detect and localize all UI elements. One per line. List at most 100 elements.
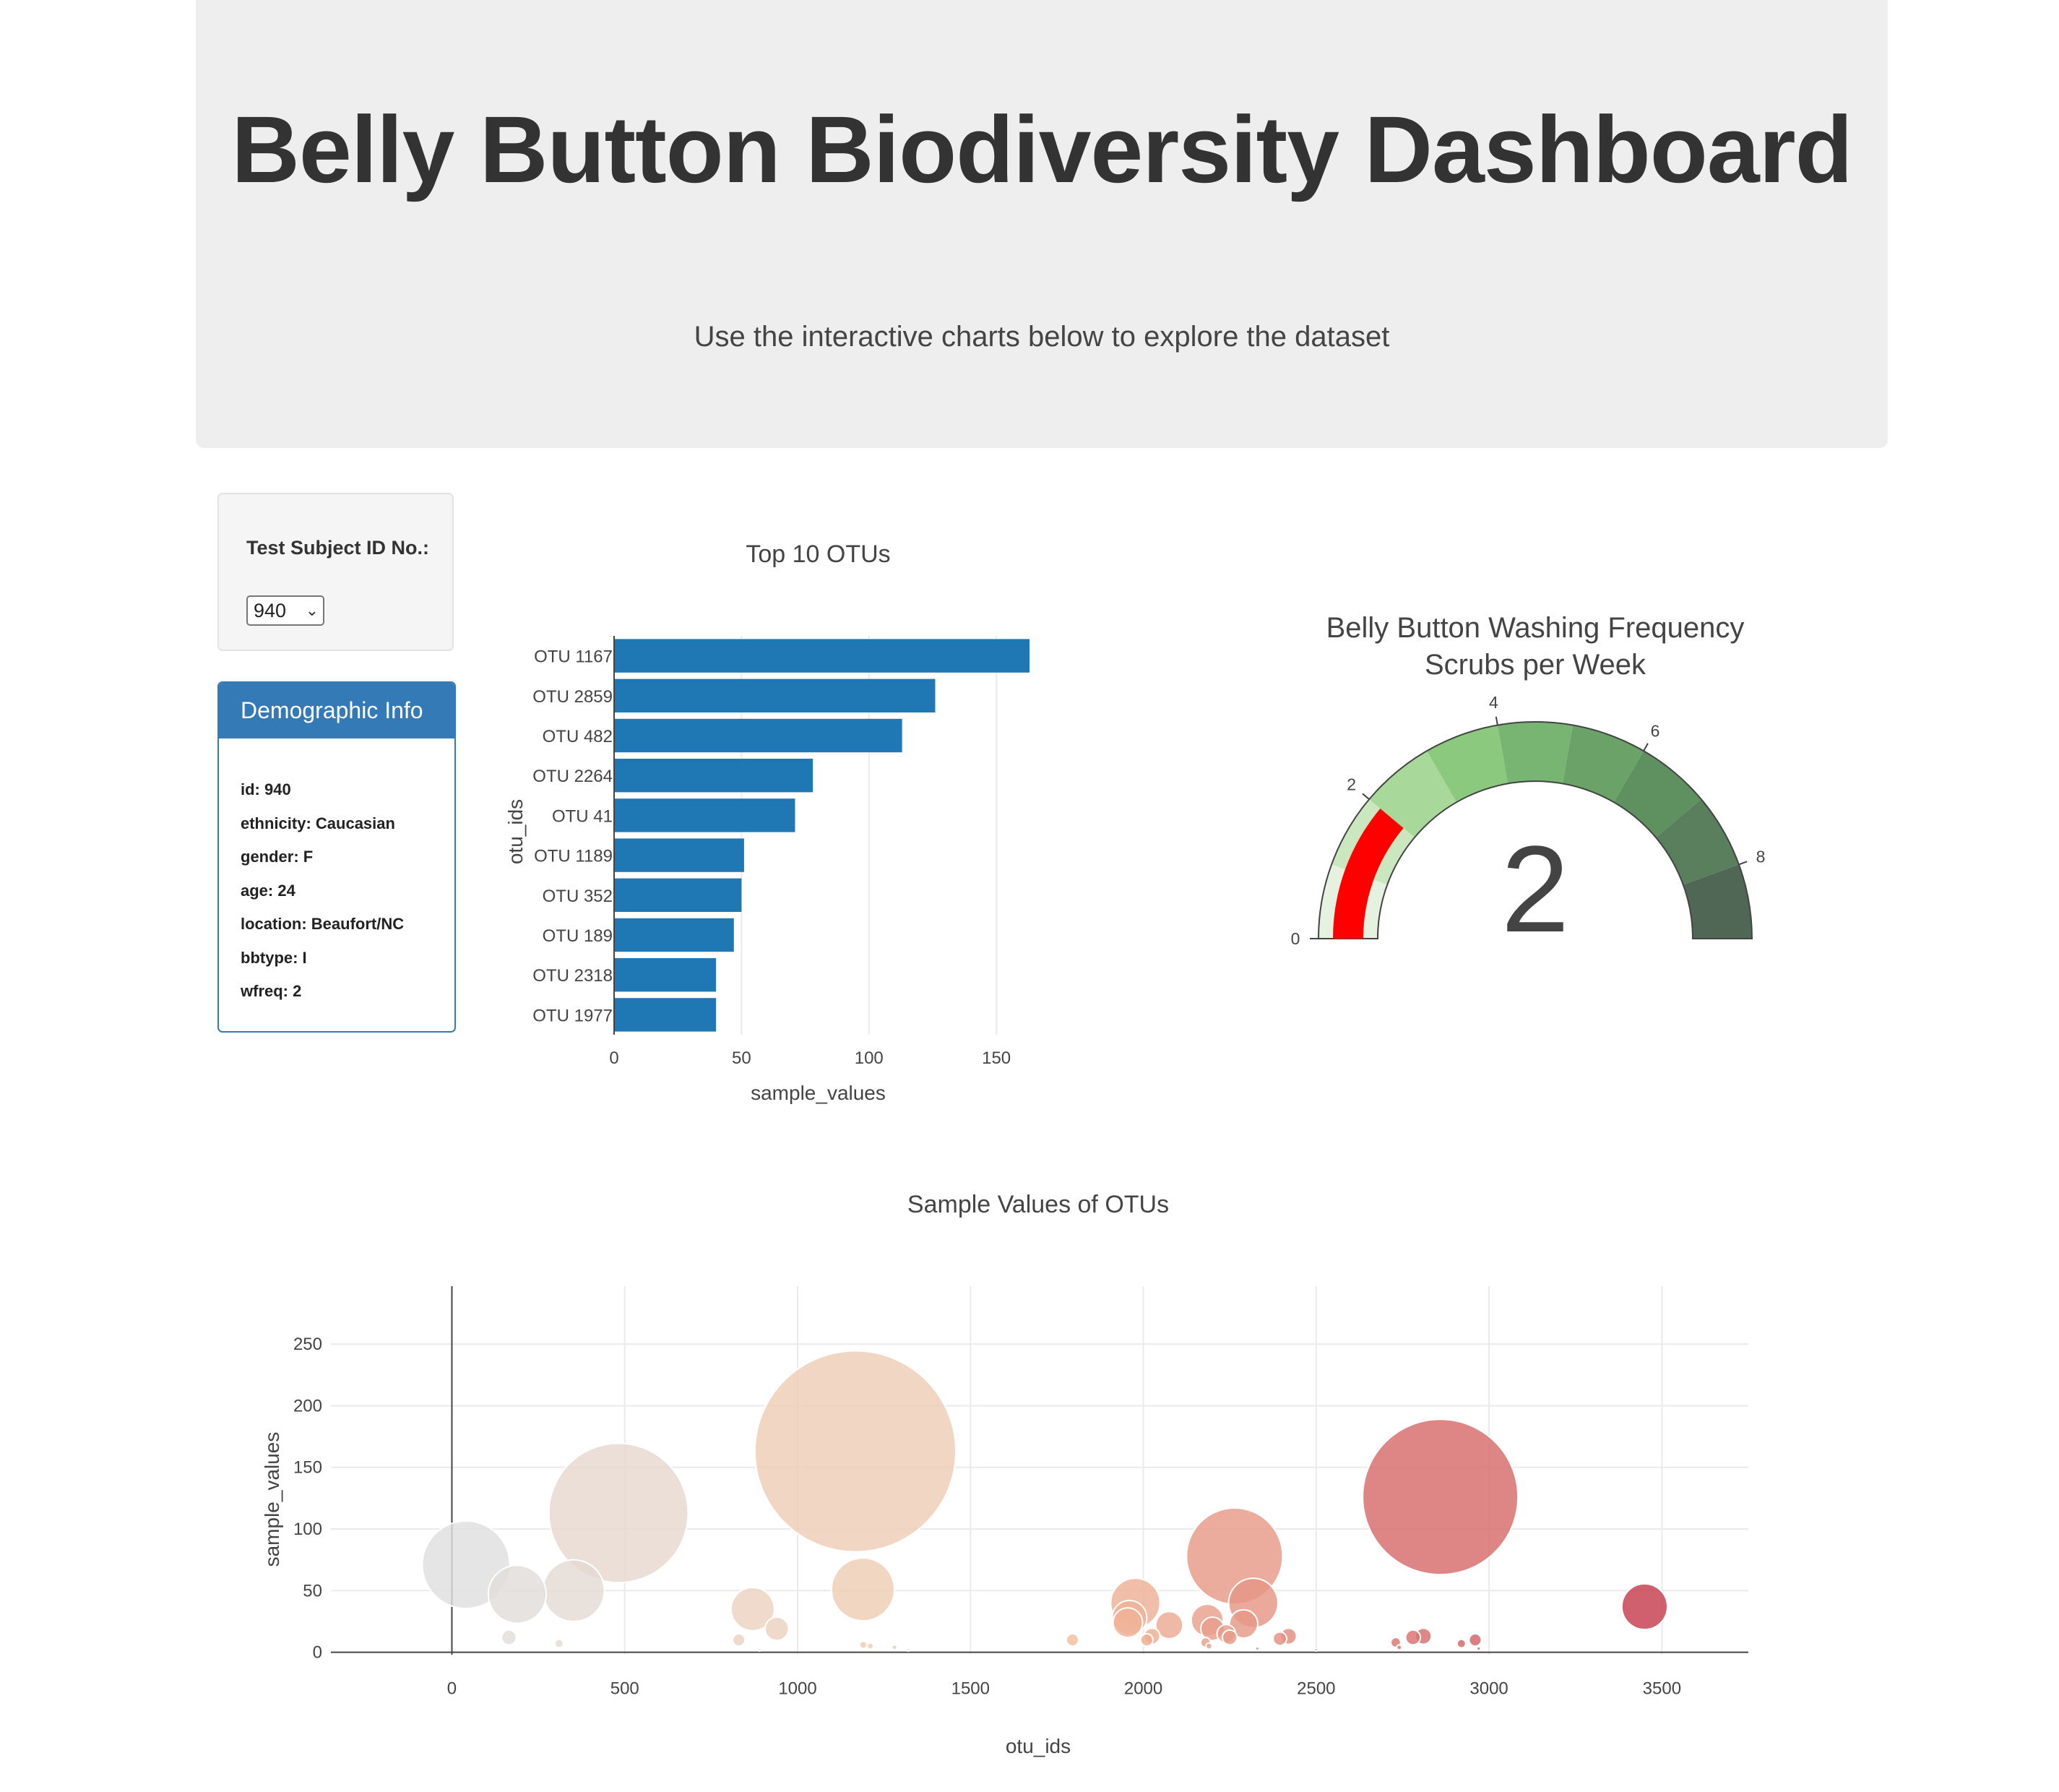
bubble-point[interactable] [1362, 1418, 1519, 1576]
gauge-step [1683, 864, 1752, 939]
bubble-point[interactable] [906, 1647, 911, 1653]
bubble-point[interactable] [1065, 1633, 1079, 1647]
bubble-x-tick-label: 2000 [1124, 1679, 1162, 1699]
gauge-step [1497, 722, 1574, 784]
gauge-tick [1643, 743, 1649, 751]
gauge-tick-label: 8 [1756, 847, 1766, 866]
bar-y-tick-label: OTU 2264 [532, 767, 613, 786]
bubble-point[interactable] [764, 1616, 790, 1642]
gauge-tick [1738, 861, 1748, 866]
bubble-point[interactable] [730, 1587, 775, 1632]
bubble-point[interactable] [1221, 1629, 1238, 1646]
bubble-x-axis-label: otu_ids [1006, 1735, 1071, 1757]
bubble-point[interactable] [1112, 1607, 1144, 1639]
gauge-tick [1495, 716, 1498, 725]
bubble-point[interactable] [421, 1520, 511, 1610]
bubble-point[interactable] [1272, 1631, 1287, 1647]
subject-id-select[interactable]: 940 ⌄ [246, 595, 324, 626]
bubble-x-tick-label: 0 [447, 1679, 457, 1699]
bar-y-tick-label: OTU 1167 [534, 647, 613, 667]
gauge-subtitle: Scrubs per Week [1425, 649, 1646, 681]
bubble-point[interactable] [487, 1564, 548, 1624]
gauge-step [1562, 725, 1644, 803]
subject-selector-label: Test Subject ID No.: [246, 537, 430, 559]
bubble-point[interactable] [754, 1350, 957, 1553]
bar-x-tick-label: 0 [609, 1048, 618, 1068]
bubble-chart-title: Sample Values of OTUs [907, 1191, 1169, 1218]
bubble-point[interactable] [732, 1633, 746, 1647]
gauge-title: Belly Button Washing Frequency [1326, 612, 1745, 644]
bubble-point[interactable] [1154, 1611, 1184, 1640]
wash-frequency-gauge: 0 2 4 6 8 2 Belly Button Washing Frequency Scru… [1291, 612, 1766, 958]
bubble-point[interactable] [1620, 1582, 1668, 1631]
page-subtitle: Use the interactive charts below to expl… [694, 321, 1390, 353]
bubble-point[interactable] [553, 1638, 564, 1649]
bar-otu[interactable] [614, 878, 742, 912]
bubble-point[interactable] [891, 1644, 898, 1651]
demographic-line: bbtype: I [241, 948, 307, 967]
gauge-step [1427, 725, 1508, 803]
demographic-line: gender: F [241, 848, 314, 866]
bar-y-axis-label: otu_ids [504, 799, 527, 864]
bubble-point[interactable] [1476, 1645, 1482, 1652]
bar-y-tick-label: OTU 352 [543, 887, 613, 906]
bubble-point[interactable] [1404, 1629, 1422, 1646]
bar-x-tick-label: 50 [732, 1048, 751, 1068]
bubble-point[interactable] [866, 1642, 874, 1650]
demographic-panel: Demographic Info id: 940 ethnicity: Cauca… [217, 681, 456, 1033]
bubble-point[interactable] [858, 1640, 868, 1650]
bubble-point[interactable] [757, 1647, 762, 1653]
bar-otu[interactable] [614, 798, 795, 832]
gauge-value-bar [1333, 809, 1404, 939]
bar-otu[interactable] [614, 679, 936, 712]
gauge-tick-label: 0 [1291, 929, 1300, 948]
bar-y-tick-label: OTU 2859 [532, 687, 613, 707]
gauge-step [1369, 751, 1456, 837]
bar-y-tick-label: OTU 1189 [534, 847, 613, 866]
gauge-tick [1362, 793, 1370, 800]
bar-chart-title: Top 10 OTUs [746, 540, 890, 568]
bar-y-tick-label: OTU 189 [543, 926, 613, 946]
gauge-step [1614, 751, 1701, 837]
bubble-y-tick-label: 150 [293, 1458, 322, 1478]
bar-x-tick-label: 150 [982, 1048, 1011, 1068]
bar-otu[interactable] [614, 958, 717, 992]
bar-y-tick-label: OTU 41 [552, 806, 613, 826]
bubble-point[interactable] [1228, 1608, 1259, 1639]
bubble-point[interactable] [1396, 1644, 1403, 1651]
demographic-line: wfreq: 2 [241, 982, 302, 1000]
bubble-point[interactable] [542, 1559, 605, 1622]
gauge-step [1655, 799, 1739, 885]
bar-otu[interactable] [614, 998, 717, 1032]
demographic-line: location: Beaufort/NC [241, 915, 405, 933]
bubble-point[interactable] [1139, 1633, 1154, 1647]
bar-otu[interactable] [614, 759, 813, 793]
bubble-point[interactable] [1456, 1638, 1467, 1649]
bar-otu[interactable] [614, 918, 734, 952]
bubble-x-tick-label: 1500 [951, 1679, 990, 1699]
bubble-point[interactable] [1205, 1642, 1213, 1650]
bubble-point[interactable] [501, 1629, 517, 1646]
bubble-y-tick-label: 250 [293, 1335, 322, 1354]
bar-otu[interactable] [614, 718, 902, 753]
bubble-plot-area [421, 1350, 1668, 1653]
bubble-x-tick-label: 3000 [1469, 1679, 1508, 1699]
bubble-y-axis-label: sample_values [261, 1432, 283, 1567]
gauge-tick-label: 2 [1347, 775, 1356, 794]
gauge-outline [1317, 721, 1753, 939]
jumbotron-header: Belly Button Biodiversity Dashboard Use … [196, 0, 1888, 448]
bar-y-tick-label: OTU 2318 [532, 966, 613, 986]
bubble-point[interactable] [1468, 1633, 1482, 1647]
bar-x-tick-label: 100 [855, 1048, 884, 1068]
subject-selector-well: Test Subject ID No.: 940 ⌄ [217, 493, 454, 651]
gauge-tick-label: 4 [1489, 693, 1498, 712]
demographic-panel-heading: Demographic Info [219, 683, 454, 738]
bubble-x-tick-label: 500 [610, 1679, 639, 1699]
bar-otu[interactable] [614, 838, 744, 872]
bubble-point[interactable] [830, 1557, 895, 1622]
bubble-point[interactable] [1313, 1647, 1318, 1653]
bubble-x-tick-label: 2500 [1297, 1679, 1335, 1699]
bubble-point[interactable] [1254, 1645, 1261, 1652]
bar-otu[interactable] [614, 639, 1030, 673]
bubble-point[interactable] [548, 1442, 689, 1584]
